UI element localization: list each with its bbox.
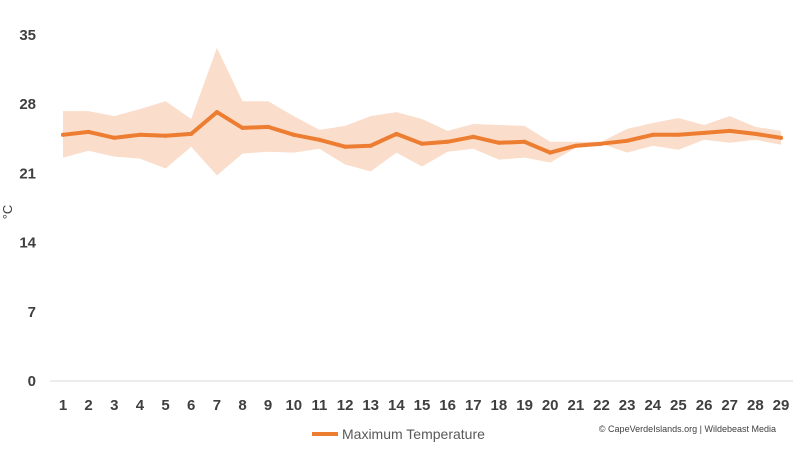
- legend: Maximum Temperature: [312, 426, 485, 442]
- data-point: [394, 131, 399, 136]
- x-tick-label: 12: [337, 397, 354, 414]
- x-tick-label: 8: [238, 397, 246, 414]
- x-tick-label: 28: [747, 397, 764, 414]
- data-point: [61, 132, 65, 137]
- data-point: [86, 129, 91, 134]
- x-tick-label: 19: [516, 397, 533, 414]
- data-point: [240, 125, 245, 130]
- data-point: [189, 131, 194, 136]
- x-tick-label: 15: [414, 397, 431, 414]
- credit-text: © CapeVerdeIslands.org | Wildebeast Medi…: [599, 424, 776, 434]
- x-tick-label: 11: [311, 397, 327, 414]
- data-point: [625, 138, 630, 143]
- x-tick-label: 4: [136, 397, 145, 414]
- data-point: [420, 141, 424, 146]
- range-band: [63, 47, 781, 176]
- data-point: [214, 110, 219, 115]
- y-tick-label: 28: [19, 96, 36, 113]
- x-tick-label: 6: [187, 397, 195, 414]
- x-tick-label: 10: [285, 397, 302, 414]
- x-tick-label: 3: [110, 397, 118, 414]
- y-tick-label: 0: [28, 373, 36, 390]
- y-tick-label: 14: [19, 235, 36, 252]
- x-tick-label: 21: [568, 397, 585, 414]
- x-tick-label: 29: [773, 397, 790, 414]
- x-tick-label: 23: [619, 397, 636, 414]
- series-layer: [61, 110, 783, 155]
- x-tick-label: 2: [84, 397, 92, 414]
- range-band-layer: [63, 47, 781, 176]
- data-point: [676, 132, 681, 137]
- x-tick-label: 7: [213, 397, 221, 414]
- data-point: [727, 128, 732, 133]
- x-tick-label: 18: [491, 397, 508, 414]
- data-point: [343, 144, 348, 149]
- data-point: [650, 132, 655, 137]
- y-axis-title: °C: [0, 205, 15, 220]
- data-point: [496, 140, 501, 145]
- x-tick-label: 14: [388, 397, 405, 414]
- data-point: [163, 133, 168, 138]
- data-point: [317, 137, 322, 142]
- data-point: [112, 135, 117, 140]
- data-point: [445, 139, 450, 144]
- x-tick-labels: 1 2 3 4 5 6 7 8 9 10 11 12 13 14 15 16 17 18 19 20 21 22 23 24 2…: [59, 397, 790, 414]
- x-tick-label: 5: [161, 397, 169, 414]
- data-point: [266, 124, 271, 129]
- y-tick-label: 35: [19, 27, 36, 44]
- data-point: [753, 131, 758, 136]
- data-point: [522, 139, 527, 144]
- x-tick-label: 13: [362, 397, 379, 414]
- x-tick-label: 27: [721, 397, 738, 414]
- data-point: [291, 132, 296, 137]
- data-point: [779, 135, 783, 140]
- legend-label: Maximum Temperature: [342, 426, 485, 442]
- y-tick-label: 21: [19, 165, 36, 182]
- x-tick-label: 26: [696, 397, 713, 414]
- data-point: [702, 130, 707, 135]
- x-tick-label: 24: [644, 397, 661, 414]
- x-tick-label: 22: [593, 397, 610, 414]
- data-point: [573, 143, 578, 148]
- x-tick-label: 25: [670, 397, 687, 414]
- x-tick-label: 9: [264, 397, 272, 414]
- x-tick-label: 1: [59, 397, 67, 414]
- x-tick-label: 20: [542, 397, 559, 414]
- data-point: [368, 143, 373, 148]
- x-tick-label: 17: [465, 397, 482, 414]
- data-point: [599, 141, 604, 146]
- data-point: [137, 132, 142, 137]
- y-tick-labels: 0 7 14 21 28 35: [19, 27, 36, 390]
- y-tick-label: 7: [28, 304, 36, 321]
- x-tick-label: 16: [439, 397, 456, 414]
- data-point: [548, 150, 553, 155]
- data-point: [471, 134, 476, 139]
